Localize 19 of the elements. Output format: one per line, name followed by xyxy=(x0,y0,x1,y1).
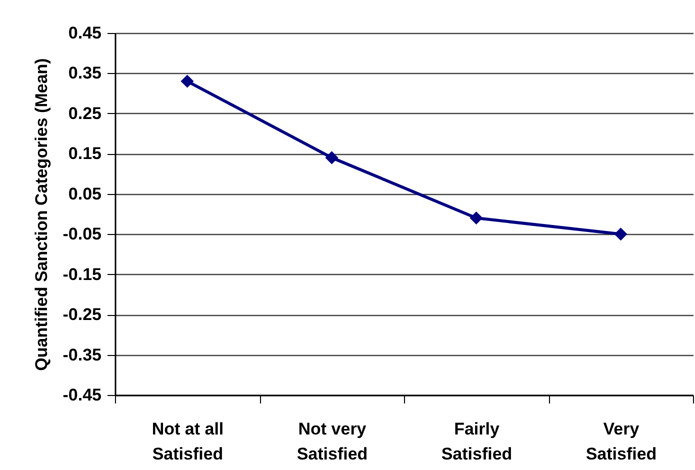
point xyxy=(325,151,338,164)
point xyxy=(180,74,194,88)
point xyxy=(614,228,628,241)
y-tick-label: -0.05 xyxy=(62,224,102,244)
y-tick-label: 0.35 xyxy=(68,64,102,83)
x-tick-label: Very Satisfied xyxy=(586,420,657,464)
y-tick-label: 0.05 xyxy=(68,184,102,204)
y-tick-label: -0.45 xyxy=(62,386,102,404)
y-tick-label: -0.25 xyxy=(62,305,102,324)
x-tick-label: Not very Satisfied xyxy=(296,420,368,464)
x-tick-label: Fairly Satisfied xyxy=(441,420,512,464)
y-tick-label: -0.15 xyxy=(62,264,102,284)
y-tick-label: 0.15 xyxy=(68,144,102,164)
y-tick-label: -0.35 xyxy=(62,345,102,364)
y-tick-label: 0.25 xyxy=(68,104,102,123)
y-tick-label: 0.45 xyxy=(68,24,102,42)
point xyxy=(470,212,483,225)
x-tick-label: Not at all Satisfied xyxy=(152,420,224,464)
y-axis-title: Quantified Sanction Categories (Mean) xyxy=(32,58,51,371)
